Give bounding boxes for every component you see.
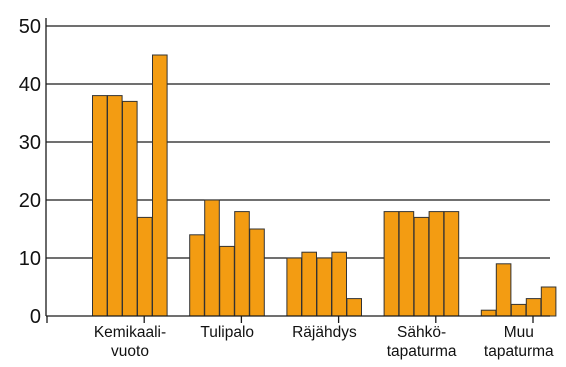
bar-2-4 <box>346 298 362 317</box>
bar-4-3 <box>525 298 542 317</box>
bar-3-2 <box>413 216 430 317</box>
category-label-4-1: tapaturma <box>484 343 554 360</box>
bar-3-1 <box>398 211 415 317</box>
label-layer: 0 10 20 30 40 50 Kemikaali-vuoto Tulipalo Räjähd… <box>19 16 554 360</box>
category-label-0-1: vuoto <box>111 343 149 360</box>
bar-2-3 <box>331 251 347 317</box>
bar-3-3 <box>428 211 445 317</box>
y-tick-label-50: 50 <box>19 16 41 38</box>
y-tick-label-10: 10 <box>19 248 41 270</box>
bar-4-0 <box>480 309 497 317</box>
bar-2-1 <box>301 251 317 317</box>
category-label-3-1: tapaturma <box>387 343 457 360</box>
category-label-4-0: Muu <box>504 324 534 341</box>
category-label-2-0: Räjähdys <box>292 324 357 341</box>
bar-2-2 <box>316 257 332 317</box>
y-tick-label-30: 30 <box>19 132 41 154</box>
bar-1-1 <box>204 199 220 317</box>
bar-4-2 <box>510 303 527 317</box>
bar-1-3 <box>234 211 250 317</box>
bar-2-0 <box>286 257 302 317</box>
y-tick-label-0: 0 <box>30 306 41 328</box>
category-label-3-0: Sähkö- <box>397 324 446 341</box>
bar-4-1 <box>495 263 512 317</box>
bar-0-0 <box>92 95 108 317</box>
bar-0-4 <box>152 54 168 317</box>
bar-3-4 <box>443 211 460 317</box>
bar-0-1 <box>107 95 123 317</box>
category-label-1-0: Tulipalo <box>200 324 254 341</box>
bar-1-2 <box>219 245 235 317</box>
bar-0-3 <box>137 216 153 317</box>
bar-3-0 <box>383 211 400 317</box>
bar-1-0 <box>189 234 205 317</box>
bar-1-4 <box>249 228 265 317</box>
bars-layer <box>92 54 557 317</box>
axis-layer <box>45 18 550 323</box>
category-label-0-0: Kemikaali- <box>94 324 166 341</box>
y-tick-label-20: 20 <box>19 190 41 212</box>
y-tick-label-40: 40 <box>19 74 41 96</box>
bar-0-2 <box>122 100 138 317</box>
bar-4-4 <box>540 286 557 317</box>
